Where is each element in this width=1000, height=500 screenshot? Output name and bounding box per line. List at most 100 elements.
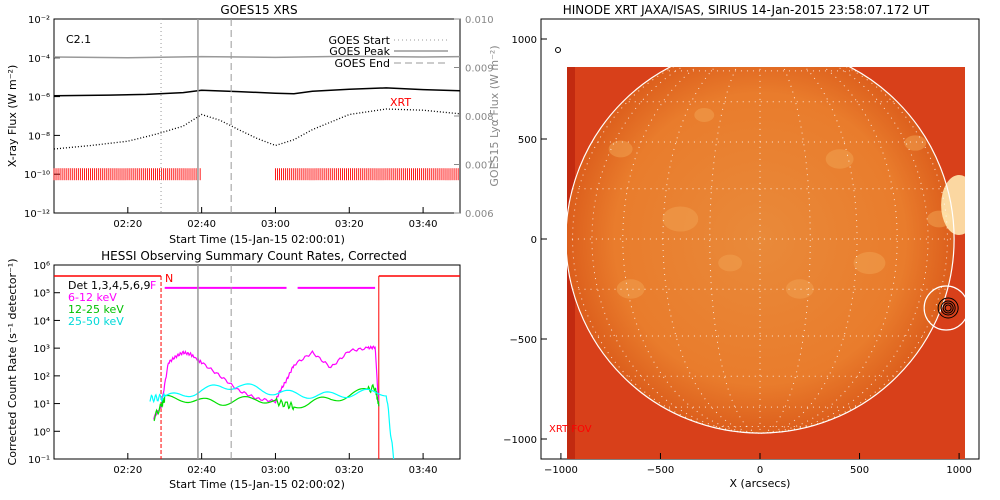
legend-6-12: 6-12 keV <box>68 291 117 304</box>
xrt-y-tick-label: 0 <box>531 235 537 246</box>
active-region <box>718 254 743 272</box>
hessi-x-tick-label: 03:40 <box>409 465 438 476</box>
goes-y-tick-label: 10⁻² <box>28 15 50 26</box>
hessi-series-6-12keV <box>153 345 380 420</box>
hessi-series <box>54 275 460 460</box>
xrt-x-tick-label: −500 <box>647 465 674 476</box>
goes-y-tick-label: 10⁻¹² <box>24 209 50 220</box>
hessi-y-tick-label: 10³ <box>33 344 50 355</box>
xrt-y-tick-label: 1000 <box>512 35 537 46</box>
flag-night: N <box>165 272 173 285</box>
solar-limb <box>567 67 955 434</box>
goes-y-tick-label: 10⁻⁸ <box>28 131 50 142</box>
active-region <box>904 135 927 151</box>
hessi-panel: HESSI Observing Summary Count Rates, Cor… <box>6 249 461 491</box>
goes-y2-tick-label: 0.010 <box>465 15 494 26</box>
xrt-y-tick-label: −1000 <box>503 435 537 446</box>
solar-disk <box>567 67 955 434</box>
xrt-observation-marks <box>53 168 459 181</box>
hessi-series-25-50keV <box>149 383 395 460</box>
legend-12-25: 12-25 keV <box>68 303 124 316</box>
goes-xlabel: Start Time (15-Jan-15 02:00:01) <box>169 233 345 246</box>
flare-contour <box>937 297 959 319</box>
xrt-title: HINODE XRT JAXA/ISAS, SIRIUS 14-Jan-2015… <box>563 3 930 17</box>
goes-y-ticks: 10⁻¹² 10⁻¹⁰ 10⁻⁸ 10⁻⁶ 10⁻⁴ 10⁻² <box>24 15 60 220</box>
grid-longitude <box>759 67 858 434</box>
goes-y2label: GOES15 Lyα Flux (W m⁻²) <box>488 45 501 186</box>
xrt-y-tick-label: 500 <box>518 135 537 146</box>
goes-event-lines <box>160 19 232 213</box>
hessi-x-tick-label: 03:00 <box>261 465 290 476</box>
legend-goes-end: GOES End <box>334 57 390 70</box>
hessi-y-tick-label: 10⁻¹ <box>28 455 50 466</box>
goes-x-ticks: 02:20 02:40 03:00 03:20 03:40 <box>113 207 438 230</box>
goes-legend: GOES Start GOES Peak GOES End <box>329 34 448 70</box>
goes-y2-tick-label: 0.008 <box>465 112 494 123</box>
hessi-y-tick-label: 10⁴ <box>33 316 50 327</box>
active-region <box>853 251 886 275</box>
flare-contours <box>923 285 965 331</box>
goes-series-long <box>53 87 461 97</box>
flare-contour <box>940 300 956 316</box>
hessi-ylabel: Corrected Count Rate (s⁻¹ detector⁻¹) <box>6 259 19 466</box>
grid-longitude <box>759 67 948 434</box>
goes-x-tick-label: 03:40 <box>409 219 438 230</box>
goes-x-tick-label: 02:40 <box>187 219 216 230</box>
xrt-xlabel: X (arcsecs) <box>730 477 791 490</box>
goes-y2-tick-label: 0.006 <box>465 209 494 220</box>
goes-series <box>53 55 461 150</box>
hessi-series-12-25keV <box>153 383 380 422</box>
goes-xrs-panel: GOES15 XRS 10⁻¹² 10⁻¹⁰ 10⁻⁸ 10⁻⁶ 10⁻⁴ 10⁻² 0.… <box>6 3 501 246</box>
hessi-event-lines <box>197 265 232 459</box>
legend-goes-start: GOES Start <box>329 34 391 47</box>
heliographic-grid <box>567 67 955 434</box>
goes-plot-frame <box>53 18 461 214</box>
hessi-y-tick-label: 10⁵ <box>33 289 50 300</box>
goes-y2-tick-label: 0.007 <box>465 161 494 172</box>
goes-class-label: C2.1 <box>66 33 91 46</box>
goes-y2-tick-label: 0.009 <box>465 64 494 75</box>
goes-y-tick-label: 10⁻⁴ <box>28 54 50 65</box>
legend-det: Det 1,3,4,5,6,9 <box>68 279 151 292</box>
hessi-x-tick-label: 02:20 <box>113 465 142 476</box>
goes-x-tick-label: 03:00 <box>261 219 290 230</box>
flag-flare: F <box>150 279 156 292</box>
xrt-y-ticks: −1000 −500 0 500 1000 <box>503 35 547 446</box>
goes-y-tick-label: 10⁻¹⁰ <box>24 170 50 181</box>
active-region <box>785 279 814 299</box>
active-region <box>616 279 645 299</box>
xrt-x-tick-label: −1000 <box>544 465 578 476</box>
active-region <box>662 206 699 232</box>
goes-y2-ticks: 0.006 0.007 0.008 0.009 0.010 <box>454 15 494 220</box>
hessi-y-ticks: 10⁻¹ 10⁰ 10¹ 10² 10³ 10⁴ 10⁵ 10⁶ <box>28 261 60 466</box>
small-marker-icon <box>555 47 561 53</box>
goes-y-tick-label: 10⁻⁶ <box>28 93 50 104</box>
xrt-x-tick-label: 1000 <box>946 465 971 476</box>
xrt-x-tick-label: 500 <box>850 465 869 476</box>
grid-longitude <box>662 67 761 434</box>
active-region <box>608 140 633 158</box>
xrt-y-tick-label: −500 <box>510 335 537 346</box>
hessi-legend: Det 1,3,4,5,6,9 6-12 keV 12-25 keV 25-50… <box>68 279 151 328</box>
flare-contour <box>944 304 952 312</box>
goes-title: GOES15 XRS <box>220 3 297 17</box>
legend-goes-peak: GOES Peak <box>329 45 390 58</box>
hessi-x-tick-label: 03:20 <box>335 465 364 476</box>
flare-circle <box>923 285 965 331</box>
hessi-y-tick-label: 10² <box>33 372 50 383</box>
grid-longitude <box>572 67 761 434</box>
xrt-fov-label: XRT FOV <box>549 424 592 435</box>
xrt-image-panel: HINODE XRT JAXA/ISAS, SIRIUS 14-Jan-2015… <box>503 3 980 490</box>
goes-series-short <box>53 108 461 150</box>
flare-contour <box>942 302 954 314</box>
goes-series-upper <box>53 55 461 59</box>
xrt-x-ticks: −1000 −500 0 500 1000 <box>544 453 972 476</box>
hessi-y-tick-label: 10¹ <box>33 400 50 411</box>
active-region <box>694 108 715 122</box>
xrt-x-tick-label: 0 <box>757 465 763 476</box>
active-regions <box>608 108 965 299</box>
limb-bright-region <box>941 175 965 235</box>
hessi-plot-frame <box>53 264 461 460</box>
goes-x-tick-label: 02:20 <box>113 219 142 230</box>
